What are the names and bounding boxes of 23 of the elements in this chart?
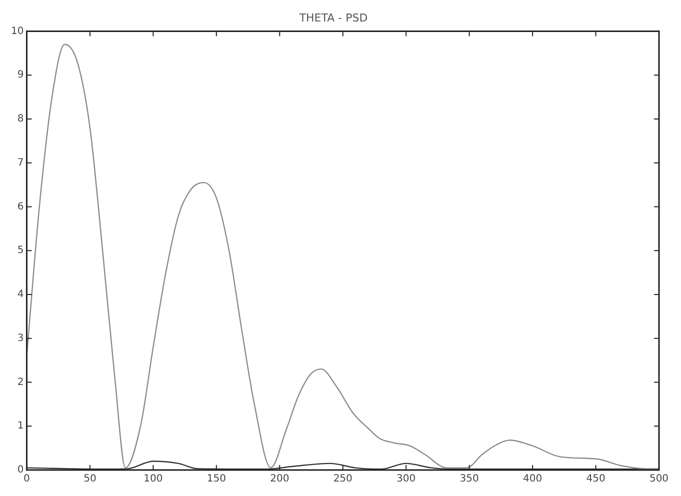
line-series <box>26 44 659 470</box>
y-tick-label: 8 <box>17 114 24 125</box>
x-tick-label: 250 <box>333 474 352 485</box>
x-tick-label: 300 <box>396 474 416 485</box>
chart-title: THETA - PSD <box>298 11 368 24</box>
x-tick-label: 150 <box>206 474 226 485</box>
x-tick-label: 50 <box>84 474 96 485</box>
x-tick-label: 100 <box>144 474 163 485</box>
y-tick-label: 2 <box>17 376 24 388</box>
y-tick-label: 1 <box>17 420 24 432</box>
y-tick-label: 4 <box>17 289 24 300</box>
y-tick-label: 9 <box>17 70 24 81</box>
y-tick-label: 6 <box>17 201 24 212</box>
y-tick-label: 10 <box>10 26 24 37</box>
y-tick-label: 0 <box>17 464 24 476</box>
y-tick-label: 5 <box>17 245 24 256</box>
y-tick-label: 3 <box>17 332 24 344</box>
x-tick-label: 450 <box>586 474 606 485</box>
y-tick-label: 7 <box>17 157 24 168</box>
x-tick-label: 350 <box>460 474 479 485</box>
x-tick-label: 400 <box>523 474 542 485</box>
x-tick-label: 200 <box>270 474 290 485</box>
x-tick-label: 500 <box>649 474 669 485</box>
